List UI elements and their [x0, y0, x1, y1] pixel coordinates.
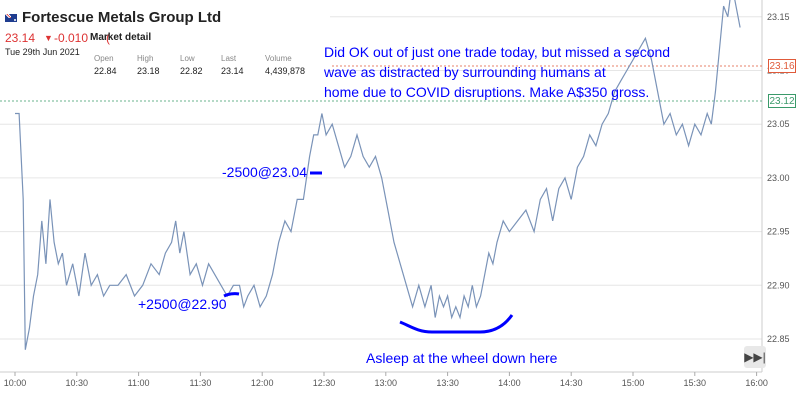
stat-label-last: Last	[221, 54, 237, 63]
y-tick-label: 22.90	[767, 280, 790, 290]
stat-label-high: High	[137, 54, 154, 63]
x-tick-label: 10:30	[66, 378, 89, 388]
lower-price-badge: 23.12	[768, 94, 796, 108]
buy-label: +2500@22.90	[138, 296, 227, 312]
x-tick-label: 10:00	[4, 378, 27, 388]
fast-forward-icon: ▶▶|	[744, 350, 766, 364]
buy-marker	[223, 292, 240, 298]
market-detail-label: Market detail	[90, 32, 152, 43]
upper-price-badge: 23.16	[768, 59, 796, 73]
x-tick-label: 14:30	[560, 378, 583, 388]
stock-header: Fortescue Metals Group Ltd 23.14 ▼ -0.01…	[0, 0, 330, 80]
asleep-label: Asleep at the wheel down here	[366, 350, 558, 366]
fast-forward-button[interactable]: ▶▶|	[744, 346, 766, 368]
stat-value-last: 23.14	[221, 66, 244, 76]
x-tick-label: 15:00	[622, 378, 645, 388]
y-tick-label: 22.85	[767, 334, 790, 344]
stat-label-low: Low	[180, 54, 195, 63]
x-tick-label: 16:00	[745, 378, 768, 388]
y-tick-label: 23.00	[767, 173, 790, 183]
x-tick-label: 13:00	[375, 378, 398, 388]
x-tick-label: 11:30	[189, 378, 211, 388]
trade-date: Tue 29th Jun 2021	[5, 47, 80, 57]
australia-flag-icon	[5, 14, 17, 22]
x-axis-ticks: 10:00 10:30 11:00 11:30 12:00 12:30 13:00 13:30…	[4, 372, 768, 388]
note-line-1: Did OK out of just one trade today, but …	[324, 44, 671, 60]
last-price: 23.14	[5, 31, 36, 45]
stat-value-high: 23.18	[137, 66, 160, 76]
x-tick-label: 13:30	[436, 378, 459, 388]
x-tick-label: 14:00	[498, 378, 521, 388]
y-tick-label: 23.05	[767, 119, 790, 129]
y-tick-label: 23.15	[767, 12, 790, 22]
stat-label-open: Open	[94, 54, 114, 63]
x-tick-label: 15:30	[684, 378, 707, 388]
price-change: -0.010	[54, 31, 89, 45]
x-tick-label: 12:00	[251, 378, 274, 388]
stat-label-volume: Volume	[265, 54, 292, 63]
x-tick-label: 11:00	[128, 378, 150, 388]
down-arrow-icon: ▼	[44, 33, 53, 43]
stock-title: Fortescue Metals Group Ltd	[22, 9, 222, 26]
sell-label: -2500@23.04	[222, 164, 308, 180]
stat-value-open: 22.84	[94, 66, 117, 76]
stat-value-low: 22.82	[180, 66, 203, 76]
price-change-percent-clipped: (	[106, 31, 110, 45]
x-tick-label: 12:30	[313, 378, 336, 388]
price-series-line	[15, 0, 741, 350]
stat-value-volume: 4,439,878	[265, 66, 306, 76]
y-tick-label: 22.95	[767, 227, 790, 237]
asleep-underline	[399, 314, 514, 334]
note-line-3: home due to COVID disruptions. Make A$35…	[324, 84, 650, 100]
note-line-2: wave as distracted by surrounding humans…	[324, 64, 606, 80]
